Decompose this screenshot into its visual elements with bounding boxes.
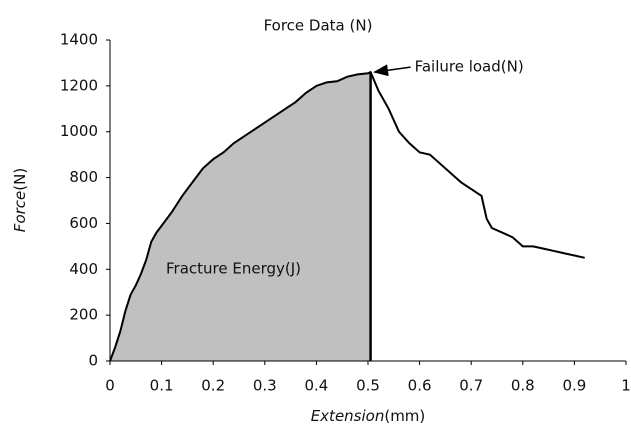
x-tick-label: 0.1	[150, 377, 174, 395]
data-line	[109, 70, 585, 362]
annotation: Failure load(N)	[415, 58, 524, 76]
y-tick-label: 0	[88, 352, 98, 370]
y-tick-label: 400	[69, 260, 98, 278]
y-tick-label: 800	[69, 168, 98, 186]
x-tick-label: 0.9	[562, 377, 586, 395]
x-label-name: Extension	[311, 407, 385, 425]
x-tick-label: 1	[621, 377, 631, 395]
x-tick-label: 0	[105, 377, 115, 395]
shaded-area	[110, 72, 371, 361]
y-axis-label: Force(N)	[11, 168, 29, 232]
y-tick-label: 1000	[60, 122, 98, 140]
x-tick-label: 0.7	[459, 377, 483, 395]
y-tick-label: 200	[69, 306, 98, 324]
x-tick-label: 0.8	[511, 377, 535, 395]
x-axis-label: Extension(mm)	[311, 407, 426, 425]
y-label-name: Force	[11, 191, 29, 232]
x-label-unit: (mm)	[384, 407, 425, 425]
y-tick-label: 1200	[60, 76, 98, 94]
y-tick-label: 600	[69, 214, 98, 232]
x-tick-label: 0.2	[201, 377, 225, 395]
y-label-unit: (N)	[11, 168, 29, 191]
x-tick-label: 0.4	[304, 377, 328, 395]
annotation: Fracture Energy(J)	[166, 260, 301, 278]
x-tick-label: 0.6	[408, 377, 432, 395]
failure-arrow	[373, 64, 411, 77]
chart-title: Force Data (N)	[264, 17, 373, 35]
x-tick-label: 0.5	[356, 377, 380, 395]
y-tick-label: 1400	[60, 31, 98, 49]
x-tick-label: 0.3	[253, 377, 277, 395]
